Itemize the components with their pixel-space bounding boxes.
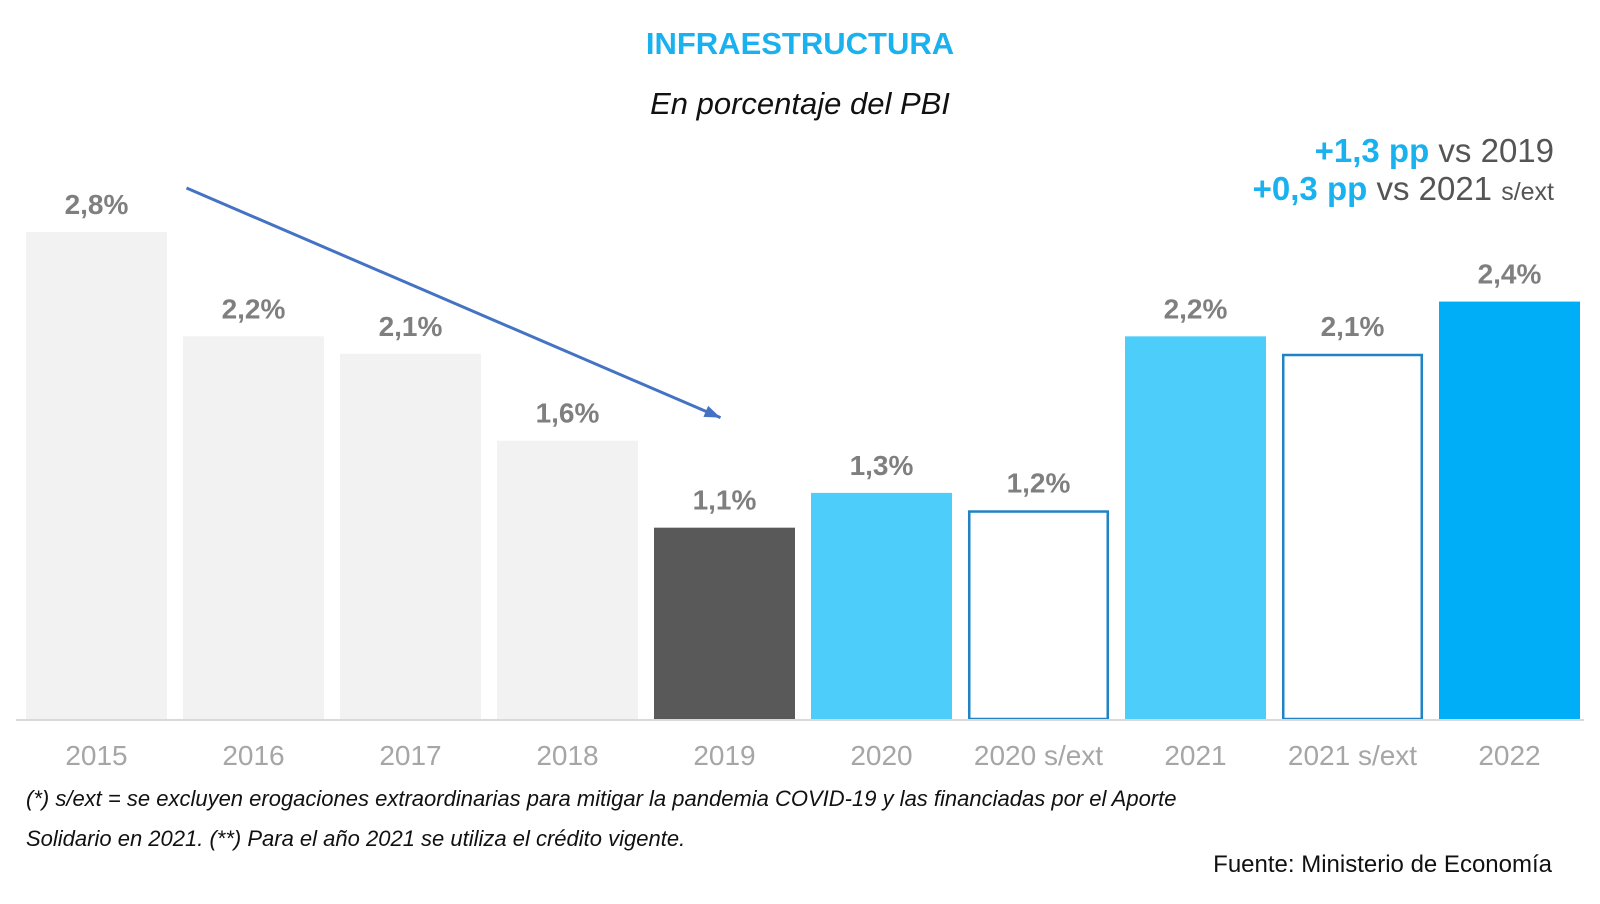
trend-arrow-line [185,186,722,420]
note-text: vs 2019 [1429,132,1554,169]
tick-label-2018: 2018 [536,740,598,771]
footnote-line-2: Solidario en 2021. (**) Para el año 2021… [26,826,686,851]
data-label-2016: 2,2% [222,293,286,324]
tick-label-2020: 2020 [850,740,912,771]
note-suffix: s/ext [1501,178,1554,206]
bar-2020 [811,492,952,719]
source-note: Fuente: Ministerio de Economía [1213,851,1552,878]
data-label-2020: 1,3% [850,450,914,481]
data-label-2015: 2,8% [65,189,129,220]
data-label-2021-s-ext: 2,1% [1321,311,1385,342]
comparison-note-2019: +1,3 pp vs 2019 [1315,132,1554,170]
tick-label-2016: 2016 [222,740,284,771]
comparison-note-2021: +0,3 pp vs 2021 s/ext [1253,170,1554,208]
note-text: vs 2021 [1367,170,1502,207]
data-label-2019: 1,1% [693,485,757,516]
chart-title: INFRAESTRUCTURA [645,26,955,61]
bar-2017 [340,353,481,719]
tick-label-2019: 2019 [693,740,755,771]
bar-2016 [183,336,324,719]
tick-label-2017: 2017 [379,740,441,771]
bar-2018 [497,440,638,719]
data-label-2022: 2,4% [1478,259,1542,290]
bar-2022 [1439,301,1580,719]
bar-2019 [654,527,795,719]
footnote-line-1: (*) s/ext = se excluyen erogaciones extr… [26,786,1177,811]
tick-label-2021-s-ext: 2021 s/ext [1288,740,1417,771]
data-label-2018: 1,6% [536,398,600,429]
trend-arrow-head [703,405,721,418]
bar-2015 [26,232,167,719]
note-highlight: +0,3 pp [1252,170,1368,207]
tick-label-2022: 2022 [1478,740,1540,771]
data-label-2020-s-ext: 1,2% [1007,467,1071,498]
tick-label-2021: 2021 [1164,740,1226,771]
bar-2021 [1125,336,1266,719]
tick-label-2015: 2015 [65,740,127,771]
data-label-2021: 2,2% [1164,293,1228,324]
bar-2020-s-ext [968,510,1109,721]
note-highlight: +1,3 pp [1314,132,1430,169]
data-label-2017: 2,1% [379,311,443,342]
chart-subtitle: En porcentaje del PBI [650,86,950,121]
bar-2021-s-ext [1282,353,1423,721]
tick-label-2020-s-ext: 2020 s/ext [974,740,1103,771]
